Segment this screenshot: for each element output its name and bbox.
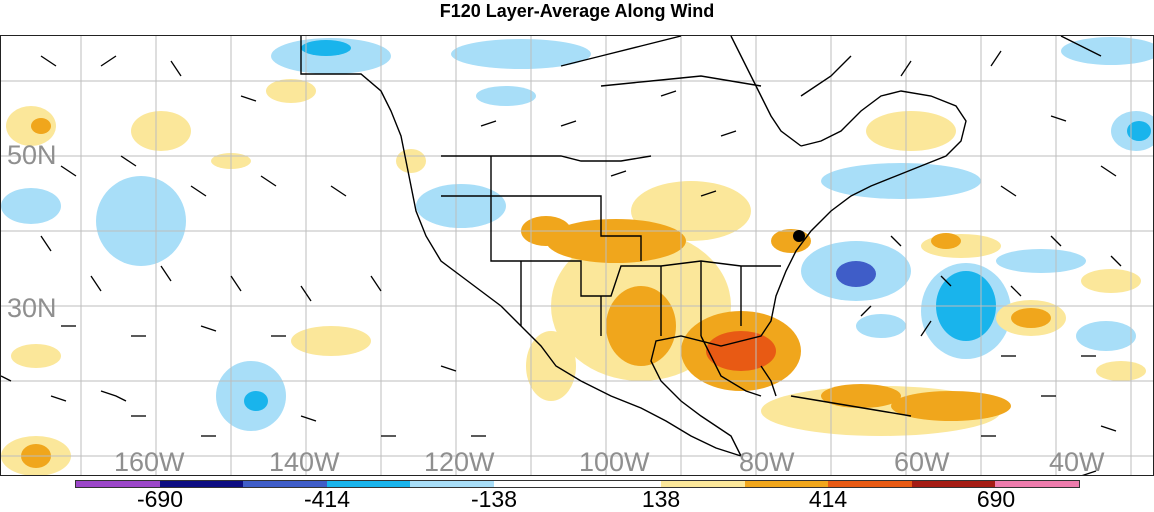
lon-label-140w: 140W xyxy=(269,447,340,476)
lat-label-30n: 30N xyxy=(7,293,57,323)
location-marker xyxy=(793,230,805,242)
anomaly-shading xyxy=(1,37,1153,475)
colorbar-label: -414 xyxy=(303,486,351,512)
colorbar-swatch xyxy=(995,481,1079,487)
colorbar-swatch xyxy=(493,481,578,487)
lon-label-160w: 160W xyxy=(114,447,185,476)
colorbar xyxy=(75,480,1080,488)
colorbar-swatch xyxy=(243,481,327,487)
lat-label-50n: 50N xyxy=(7,140,57,170)
coastlines xyxy=(1,36,1102,457)
lon-label-60w: 60W xyxy=(894,447,950,476)
lon-label-80w: 80W xyxy=(739,447,795,476)
map-panel: 50N 30N 160W 140W 120W 100W 80W 60W 40W xyxy=(0,35,1154,476)
colorbar-swatch xyxy=(326,481,411,487)
colorbar-label: 138 xyxy=(641,486,681,512)
colorbar-swatch xyxy=(828,481,912,487)
colorbar-swatch xyxy=(159,481,244,487)
lon-label-120w: 120W xyxy=(424,447,495,476)
colorbar-swatch xyxy=(744,481,829,487)
chart-title: F120 Layer-Average Along Wind xyxy=(439,1,715,21)
colorbar-swatch xyxy=(410,481,494,487)
colorbar-label: -690 xyxy=(136,486,184,512)
colorbar-label: 414 xyxy=(808,486,848,512)
lon-label-40w: 40W xyxy=(1049,447,1105,476)
colorbar-swatch xyxy=(911,481,996,487)
wind-barbs xyxy=(40,50,1122,475)
colorbar-swatch xyxy=(577,481,662,487)
graticule xyxy=(1,36,1153,475)
map-canvas xyxy=(1,36,1153,475)
lon-label-100w: 100W xyxy=(579,447,650,476)
colorbar-label: 690 xyxy=(976,486,1016,512)
colorbar-swatch xyxy=(661,481,745,487)
colorbar-label: -138 xyxy=(470,486,518,512)
colorbar-swatch xyxy=(76,481,160,487)
